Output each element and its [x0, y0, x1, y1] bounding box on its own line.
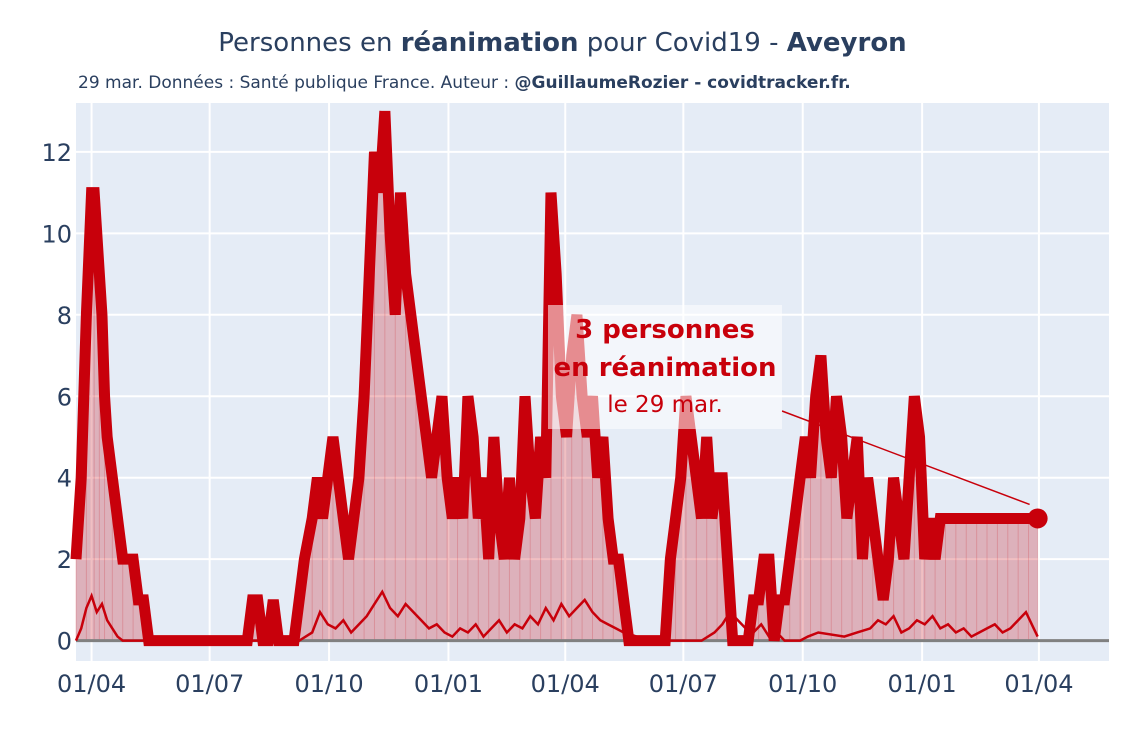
y-tick-label: 2	[57, 546, 72, 574]
x-tick-label: 01/07	[175, 670, 244, 698]
subtitle-author: @GuillaumeRozier - covidtracker.fr.	[514, 73, 851, 93]
x-tick-label: 01/04	[1004, 670, 1073, 698]
y-tick-label: 0	[57, 628, 72, 656]
x-tick-label: 01/04	[57, 670, 126, 698]
x-tick-label: 01/01	[888, 670, 957, 698]
last-point-marker	[1027, 508, 1048, 529]
x-tick-label: 01/10	[294, 670, 363, 698]
title-bold-metric: réanimation	[400, 28, 579, 58]
y-tick-label: 6	[57, 383, 72, 411]
x-tick-label: 01/10	[768, 670, 837, 698]
annotation-box: 3 personnes en réanimation le 29 mar.	[548, 305, 782, 429]
subtitle-text: 29 mar. Données : Santé publique France.…	[78, 73, 515, 93]
y-tick-label: 12	[41, 139, 72, 167]
x-tick-label: 01/04	[531, 670, 600, 698]
annotation-arrow	[781, 410, 1030, 506]
y-tick-label: 4	[57, 465, 72, 493]
title-middle: pour Covid19 -	[578, 28, 787, 58]
x-tick-label: 01/07	[649, 670, 718, 698]
chart-title: Personnes en réanimation pour Covid19 - …	[0, 28, 1125, 58]
chart-subtitle: 29 mar. Données : Santé publique France.…	[78, 73, 851, 93]
y-tick-label: 10	[41, 220, 72, 248]
annotation-line2: en réanimation	[553, 353, 777, 383]
x-tick-label: 01/01	[414, 670, 483, 698]
title-prefix: Personnes en	[218, 28, 401, 58]
line-new-admissions	[74, 589, 1039, 642]
title-bold-region: Aveyron	[786, 28, 907, 58]
y-tick-label: 8	[57, 302, 72, 330]
annotation-line3: le 29 mar.	[607, 392, 723, 418]
annotation-line1: 3 personnes	[575, 315, 755, 345]
